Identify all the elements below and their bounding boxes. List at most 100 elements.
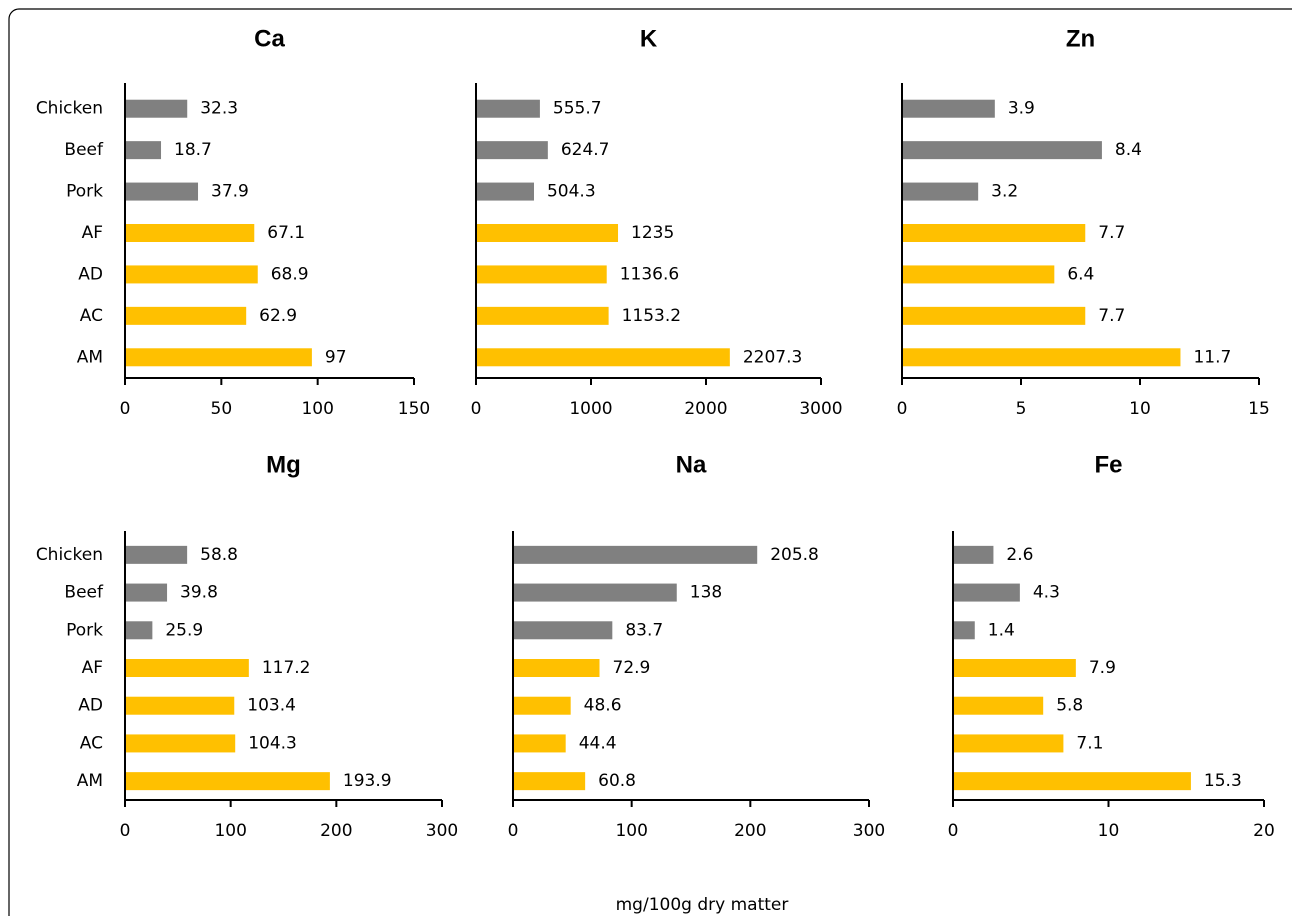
chart-title: Fe	[1094, 451, 1122, 478]
bar	[953, 696, 1044, 715]
value-label: 11.7	[1193, 347, 1231, 367]
bar	[125, 306, 247, 325]
value-label: 1136.6	[620, 264, 679, 284]
chart-title: Zn	[1066, 25, 1095, 52]
bar	[513, 583, 677, 602]
bar	[953, 583, 1020, 602]
bar	[513, 659, 600, 677]
value-label: 1153.2	[622, 306, 681, 326]
bar	[953, 659, 1076, 677]
y-tick-label: Pork	[66, 182, 103, 202]
value-label: 7.7	[1098, 223, 1125, 243]
bar	[476, 348, 730, 367]
value-label: 39.8	[180, 583, 218, 603]
value-label: 193.9	[343, 771, 392, 791]
value-label: 3.2	[991, 182, 1018, 202]
x-tick-label: 3000	[799, 399, 842, 419]
y-tick-label: Chicken	[36, 99, 103, 119]
bar	[476, 99, 540, 118]
value-label: 97	[325, 347, 347, 367]
y-tick-label: Pork	[66, 620, 103, 640]
value-label: 37.9	[211, 182, 249, 202]
value-label: 15.3	[1204, 771, 1242, 791]
x-tick-label: 200	[734, 821, 766, 841]
value-label: 72.9	[613, 658, 651, 678]
bar	[125, 265, 258, 284]
x-tick-label: 2000	[684, 399, 727, 419]
bar	[125, 99, 188, 118]
x-tick-label: 100	[301, 399, 333, 419]
value-label: 32.3	[200, 99, 238, 119]
value-label: 6.4	[1067, 264, 1094, 284]
value-label: 8.4	[1115, 140, 1142, 160]
value-label: 83.7	[625, 620, 663, 640]
value-label: 3.9	[1008, 99, 1035, 119]
x-tick-label: 50	[211, 399, 233, 419]
y-tick-label: AC	[80, 733, 103, 753]
value-label: 2.6	[1006, 545, 1033, 565]
value-label: 7.1	[1076, 733, 1103, 753]
bar	[125, 224, 255, 242]
x-axis-label: mg/100g dry matter	[616, 895, 789, 915]
chart-title: K	[640, 25, 658, 52]
bar	[476, 141, 548, 160]
bar	[476, 224, 619, 242]
x-tick-label: 0	[120, 399, 131, 419]
value-label: 624.7	[561, 140, 610, 160]
bar	[513, 696, 571, 715]
value-label: 104.3	[248, 733, 297, 753]
value-label: 67.1	[267, 223, 305, 243]
bar	[902, 99, 995, 118]
bar	[902, 141, 1102, 160]
bar	[125, 141, 162, 160]
y-tick-label: AC	[80, 306, 103, 326]
bar	[125, 583, 168, 602]
x-tick-label: 15	[1248, 399, 1270, 419]
bar	[125, 182, 199, 201]
bar	[513, 545, 758, 564]
value-label: 117.2	[262, 658, 311, 678]
x-tick-label: 100	[214, 821, 246, 841]
y-tick-label: AM	[77, 347, 103, 367]
x-tick-label: 300	[853, 821, 885, 841]
bar	[125, 734, 236, 753]
y-tick-label: Beef	[64, 583, 104, 603]
x-tick-label: 150	[398, 399, 430, 419]
x-tick-label: 0	[508, 821, 519, 841]
bar	[902, 348, 1181, 367]
value-label: 25.9	[165, 620, 203, 640]
bar	[902, 224, 1086, 242]
bar	[953, 772, 1191, 791]
bar	[125, 696, 235, 715]
bar	[513, 734, 566, 753]
bar	[125, 348, 312, 367]
x-tick-label: 200	[320, 821, 352, 841]
bar	[476, 306, 609, 325]
x-tick-label: 0	[120, 821, 131, 841]
bar	[125, 621, 153, 640]
bar	[953, 621, 975, 640]
value-label: 2207.3	[743, 347, 802, 367]
y-tick-label: Beef	[64, 140, 104, 160]
y-tick-label: AF	[82, 658, 103, 678]
x-tick-label: 0	[897, 399, 908, 419]
y-tick-label: AD	[78, 264, 103, 284]
value-label: 18.7	[174, 140, 212, 160]
frame	[8, 8, 1292, 916]
chart-title: Mg	[266, 451, 301, 478]
x-tick-label: 0	[948, 821, 959, 841]
value-label: 504.3	[547, 182, 596, 202]
bar	[953, 734, 1064, 753]
x-tick-label: 1000	[569, 399, 612, 419]
bar	[902, 306, 1086, 325]
bar	[513, 621, 613, 640]
value-label: 138	[690, 583, 722, 603]
x-tick-label: 10	[1098, 821, 1120, 841]
value-label: 4.3	[1033, 583, 1060, 603]
value-label: 62.9	[259, 306, 297, 326]
value-label: 7.7	[1098, 306, 1125, 326]
value-label: 44.4	[579, 733, 617, 753]
y-tick-label: AF	[82, 223, 103, 243]
bar	[953, 545, 994, 564]
